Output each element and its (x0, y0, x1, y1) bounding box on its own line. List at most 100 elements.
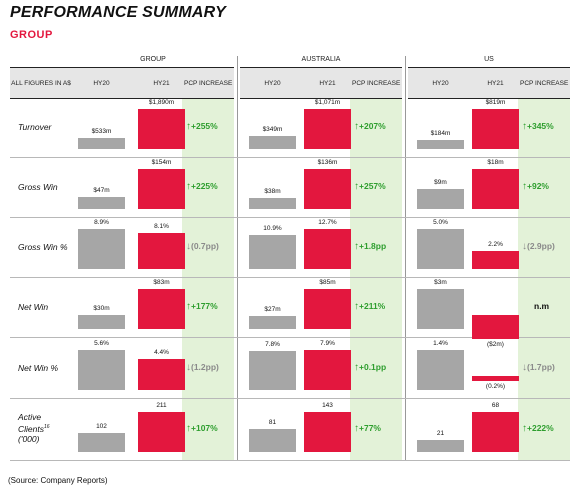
hy21-bar-label: $85m (319, 279, 336, 286)
hy20-bar (249, 316, 296, 329)
row-divider (10, 460, 570, 461)
hy21-bar (472, 412, 519, 452)
arrow-up-icon: ↑ (354, 241, 359, 252)
pcp-value: ↑+92% (522, 181, 549, 192)
arrow-up-icon: ↑ (186, 121, 191, 132)
pcp-text: (2.9pp) (527, 241, 555, 251)
pcp-value: ↑+177% (186, 301, 218, 312)
hy20-bar-label: 21 (436, 429, 445, 437)
panel-title: AUSTRALIA (301, 56, 341, 63)
hy20-bar-label: $47m (93, 186, 110, 194)
hy20-bar-label: 81 (268, 419, 277, 427)
panel-header: HY20 HY21 PCP INCREASE (240, 67, 402, 99)
hy21-bar-label: $136m (317, 159, 338, 166)
hy21-bar (472, 315, 519, 339)
hy20-bar-label: 7.8% (265, 340, 280, 348)
hy20-bar (417, 229, 464, 269)
header-hy21: HY21 (319, 79, 336, 87)
pcp-column-bg (518, 97, 570, 460)
pcp-text: (0.7pp) (191, 241, 219, 251)
hy21-bar (304, 289, 351, 329)
hy21-bar (472, 376, 519, 382)
arrow-up-icon: ↑ (186, 301, 191, 312)
hy21-bar-label: 68 (491, 402, 500, 409)
arrow-up-icon: ↑ (354, 121, 359, 132)
arrow-up-icon: ↑ (354, 181, 359, 192)
hy21-bar (138, 412, 185, 452)
hy20-bar (78, 314, 125, 329)
pcp-value: ↑+225% (186, 181, 218, 192)
page-title: PERFORMANCE SUMMARY (10, 4, 226, 21)
pcp-text: +107% (191, 423, 218, 433)
pcp-column-bg (350, 97, 402, 460)
arrow-up-icon: ↑ (186, 181, 191, 192)
pcp-text: n.m (534, 301, 550, 311)
hy21-bar (304, 109, 351, 149)
header-units: ALL FIGURES IN A$ (11, 79, 71, 87)
hy20-bar-label: 10.9% (263, 224, 282, 232)
hy20-bar (249, 429, 296, 452)
pcp-text: (1.7pp) (527, 361, 555, 372)
hy20-bar (78, 432, 125, 452)
header-hy20: HY20 (264, 79, 281, 87)
pcp-text: +207% (359, 121, 386, 131)
hy20-bar-label: 1.4% (433, 340, 448, 347)
pcp-text: +177% (191, 301, 218, 311)
hy21-bar-label: 7.9% (320, 340, 335, 347)
page-subtitle: GROUP (10, 29, 53, 41)
pcp-value: ↑+77% (354, 423, 381, 434)
hy21-bar (138, 358, 185, 390)
row-label: Gross Win (18, 182, 58, 192)
pcp-value: ↓(1.2pp) (186, 362, 219, 373)
pcp-value: ↓(1.7pp) (522, 362, 555, 373)
hy21-bar (138, 169, 185, 209)
hy20-bar (417, 350, 464, 390)
row-label: Net Win % (18, 362, 59, 373)
row-divider (10, 337, 570, 338)
hy20-bar (78, 196, 125, 209)
hy21-bar-label: 2.2% (488, 241, 503, 249)
arrow-up-icon: ↑ (354, 361, 359, 373)
hy20-bar-label: $30m (93, 304, 110, 312)
panel-title: US (484, 56, 494, 63)
arrow-down-icon: ↓ (522, 361, 527, 373)
hy20-bar (249, 350, 296, 390)
pcp-text: +92% (527, 181, 549, 191)
row-label: Gross Win % (18, 242, 68, 252)
arrow-up-icon: ↑ (354, 301, 359, 312)
hy21-bar (138, 109, 185, 149)
hy20-bar-label: $9m (434, 179, 447, 186)
hy21-bar-label: $819m (485, 99, 506, 106)
hy20-bar (249, 234, 296, 269)
hy20-bar (78, 350, 125, 390)
row-divider (10, 277, 570, 278)
hy21-bar (304, 350, 351, 390)
hy21-bar-label: $154m (151, 159, 172, 166)
hy21-bar (304, 229, 351, 269)
header-pcp: PCP INCREASE (352, 79, 401, 87)
pcp-text: +345% (527, 121, 554, 131)
hy21-bar-label: (0.2%) (485, 383, 506, 391)
hy20-bar (417, 439, 464, 452)
hy20-bar (78, 229, 125, 269)
panel-header: HY20 HY21 PCP INCREASE (72, 67, 234, 99)
hy20-bar-label: $533m (91, 127, 112, 135)
arrow-down-icon: ↓ (186, 361, 191, 373)
hy20-bar (249, 197, 296, 209)
hy21-bar (304, 169, 351, 209)
hy21-bar-label: 8.1% (154, 222, 169, 230)
pcp-value: ↓(0.7pp) (186, 241, 219, 252)
hy20-bar-label: 8.9% (94, 219, 109, 226)
header-hy20: HY20 (432, 79, 449, 87)
hy20-bar (417, 140, 464, 149)
arrow-down-icon: ↓ (186, 241, 191, 252)
arrow-up-icon: ↑ (522, 181, 527, 192)
pcp-text: +255% (191, 121, 218, 131)
hy20-bar-label: $184m (430, 130, 451, 137)
panel-title: GROUP (140, 56, 166, 63)
pcp-text: +225% (191, 181, 218, 191)
hy21-bar-label: $1,071m (314, 99, 341, 106)
hy21-bar (304, 412, 351, 452)
pcp-text: +211% (359, 301, 386, 311)
hy20-bar (417, 289, 464, 329)
